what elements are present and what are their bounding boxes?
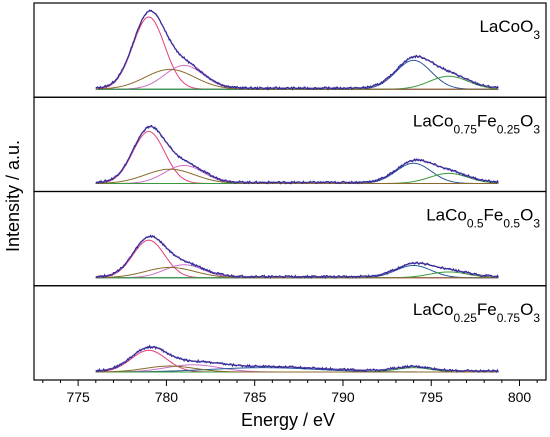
fit-envelope bbox=[95, 125, 499, 184]
x-tick-label: 775 bbox=[66, 389, 90, 405]
panel-1: LaCoO3 bbox=[33, 2, 547, 98]
measured-spectrum bbox=[95, 124, 499, 185]
component-peak-1 bbox=[95, 239, 499, 279]
x-tick-label: 795 bbox=[420, 389, 444, 405]
label-text: O bbox=[520, 206, 533, 225]
x-axis: 775 780 785 790 795 800 bbox=[42, 380, 538, 405]
panel-3: LaCo0.5Fe0.5O3 bbox=[33, 190, 547, 287]
label-subscript: 3 bbox=[533, 28, 540, 42]
label-text: Fe bbox=[484, 206, 504, 225]
x-axis-title: Energy / eV bbox=[241, 410, 335, 430]
label-text: Fe bbox=[477, 111, 497, 130]
panel-frame bbox=[33, 190, 547, 287]
x-tick-label: 780 bbox=[155, 389, 179, 405]
measured-spectrum bbox=[95, 234, 499, 280]
component-peak-4 bbox=[95, 75, 499, 90]
label-subscript: 3 bbox=[533, 311, 540, 325]
x-tick-label: 790 bbox=[331, 389, 355, 405]
label-subscript: 3 bbox=[533, 217, 540, 231]
label-text: LaCo bbox=[413, 300, 454, 319]
measured-spectrum bbox=[95, 9, 499, 91]
label-text: O bbox=[520, 111, 533, 130]
satellite-peak bbox=[95, 168, 499, 184]
satellite-peak bbox=[95, 68, 499, 90]
panel-label: LaCo0.75Fe0.25O3 bbox=[413, 111, 540, 136]
label-subscript: 0.5 bbox=[503, 217, 520, 231]
label-text: Fe bbox=[477, 300, 497, 319]
label-text: O bbox=[520, 300, 533, 319]
panel-4: LaCo0.25Fe0.75O3 bbox=[33, 285, 547, 381]
panel-label: LaCo0.5Fe0.5O3 bbox=[426, 206, 540, 231]
component-peak-3 bbox=[95, 59, 499, 90]
label-subscript: 0.25 bbox=[497, 122, 521, 136]
fit-envelope bbox=[95, 10, 499, 89]
label-subscript: 0.75 bbox=[454, 122, 478, 136]
label-subscript: 0.25 bbox=[454, 311, 478, 325]
fit-envelope bbox=[95, 235, 499, 278]
label-text: LaCoO bbox=[479, 17, 533, 36]
label-subscript: 0.75 bbox=[497, 311, 521, 325]
label-text: LaCo bbox=[413, 111, 454, 130]
panels-group: LaCoO3LaCo0.75Fe0.25O3LaCo0.5Fe0.5O3LaCo… bbox=[33, 2, 547, 381]
panel-2: LaCo0.75Fe0.25O3 bbox=[33, 96, 547, 193]
label-text: LaCo bbox=[426, 206, 467, 225]
label-subscript: 3 bbox=[533, 122, 540, 136]
panel-label: LaCo0.25Fe0.75O3 bbox=[413, 300, 540, 325]
satellite-peak bbox=[95, 365, 499, 373]
y-axis-title: Intensity / a.u. bbox=[3, 140, 23, 252]
panel-frame bbox=[33, 2, 547, 98]
x-tick-label: 785 bbox=[243, 389, 267, 405]
component-peak-2 bbox=[95, 64, 499, 90]
label-subscript: 0.5 bbox=[467, 217, 484, 231]
panel-label: LaCoO3 bbox=[479, 17, 540, 42]
measured-spectrum bbox=[95, 344, 499, 373]
x-tick-label: 800 bbox=[508, 389, 532, 405]
